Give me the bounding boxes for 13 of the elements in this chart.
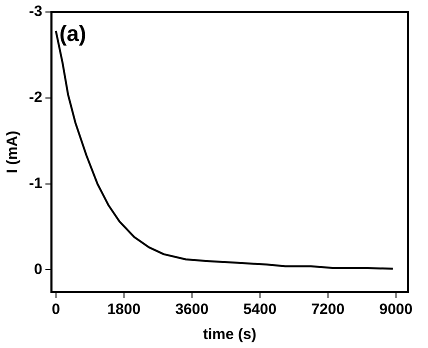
y-tick-label: -3 — [28, 3, 42, 20]
annotation: (a) — [59, 21, 86, 46]
x-tick-label: 7200 — [311, 301, 345, 318]
x-axis-title: time (s) — [202, 326, 256, 344]
x-tick-label: 0 — [52, 301, 60, 318]
x-tick-label: 3600 — [175, 301, 209, 318]
x-tick-label: 1800 — [107, 301, 141, 318]
y-tick-label: 0 — [34, 260, 42, 278]
x-tick-label: 9000 — [379, 301, 413, 318]
y-axis-title: I (mA) — [4, 130, 22, 174]
x-tick-label: 5400 — [243, 301, 277, 318]
y-tick-label: -2 — [28, 89, 42, 106]
y-tick-label: -1 — [28, 174, 42, 192]
